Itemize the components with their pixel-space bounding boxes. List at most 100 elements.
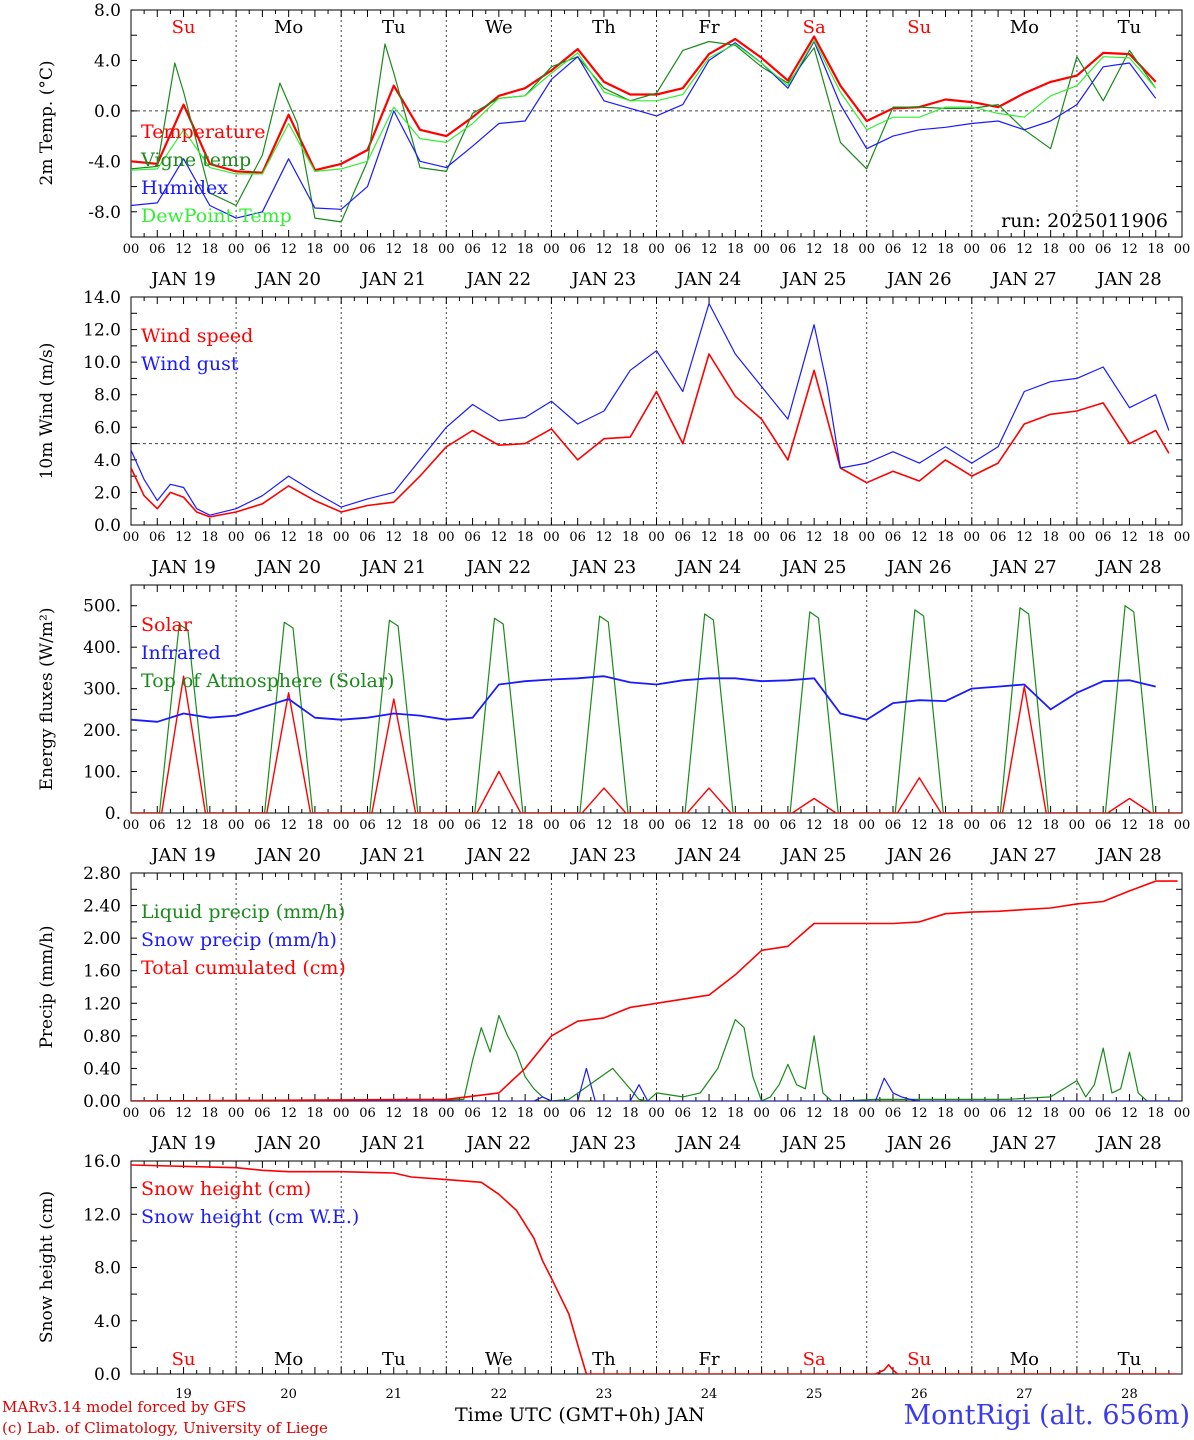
hour-tick-label: 00 [1069,530,1086,545]
day-of-week-label: Th [592,1349,616,1370]
date-label: 22 [491,1387,508,1402]
legend-entry: Wind speed [141,325,253,347]
date-label: JAN 28 [1095,1133,1162,1154]
legend-entry: Infrared [141,642,221,664]
hour-tick-label: 12 [280,1106,297,1121]
hour-tick-label: 18 [727,530,744,545]
hour-tick-label: 06 [359,530,376,545]
y-tick-label: 2.40 [83,897,121,917]
hour-tick-label: 06 [675,530,692,545]
series-line [131,35,1157,174]
hour-tick-label: 18 [1147,1106,1164,1121]
y-tick-label: 4.0 [94,1312,121,1332]
time-axis-title: Time UTC (GMT+0h) JAN [455,1404,705,1426]
hour-tick-label: 06 [1095,818,1112,833]
hour-tick-label: 00 [123,818,140,833]
hour-tick-label: 06 [254,242,271,257]
date-label: JAN 27 [990,845,1057,866]
hour-tick-label: 00 [964,1106,981,1121]
panel-3: 500. 400. 300. 200. 100. 0. Energy fluxes (W/m… [37,584,1190,866]
hour-tick-label: 00 [858,818,875,833]
hour-tick-label: 12 [491,530,508,545]
date-label: JAN 26 [885,1133,952,1154]
hour-tick-label: 00 [1069,242,1086,257]
date-label: 27 [1016,1387,1033,1402]
series-line [131,605,1182,813]
hour-tick-label: 06 [780,242,797,257]
y-tick-label: 8.0 [94,1,121,21]
date-label: JAN 24 [675,1133,742,1154]
hour-tick-label: 00 [333,1106,350,1121]
hour-tick-label: 18 [937,1106,954,1121]
hour-tick-label: 00 [753,1106,770,1121]
hour-tick-label: 12 [491,818,508,833]
hour-tick-label: 00 [1069,818,1086,833]
y-tick-label: 0.80 [83,1027,121,1047]
y-axis-label: 2m Temp. (°C) [37,60,57,185]
date-label: JAN 21 [359,1133,426,1154]
hour-tick-label: 06 [254,530,271,545]
hour-tick-label: 00 [648,818,665,833]
date-label: JAN 28 [1095,269,1162,290]
date-label: 20 [280,1387,297,1402]
hour-tick-label: 12 [280,242,297,257]
legend-entry: Solar [141,614,193,636]
hour-tick-label: 18 [1042,818,1059,833]
y-tick-label: 0.0 [94,1365,121,1385]
hour-tick-label: 18 [622,242,639,257]
y-tick-label: 16.0 [83,1152,121,1172]
hour-tick-label: 18 [307,530,324,545]
hour-tick-label: 18 [202,242,219,257]
date-label: JAN 23 [570,557,637,578]
legend-entry: Top of Atmosphere (Solar) [141,670,394,692]
day-of-week-label: Mo [1010,17,1039,38]
date-label: 19 [175,1387,192,1402]
hour-tick-label: 12 [596,1106,613,1121]
hour-tick-label: 00 [123,1106,140,1121]
model-credit: MARv3.14 model forced by GFS [2,1398,247,1416]
date-label: JAN 21 [359,269,426,290]
y-tick-label: 0.0 [94,102,121,122]
y-axis-label: Energy fluxes (W/m²) [37,608,57,791]
y-axis-label: 10m Wind (m/s) [37,343,57,480]
legend-entry: Snow precip (mm/h) [141,929,337,951]
hour-tick-label: 18 [1042,242,1059,257]
hour-tick-label: 06 [149,818,166,833]
hour-tick-label: 18 [937,818,954,833]
date-label: JAN 19 [149,845,216,866]
date-label: 26 [911,1387,928,1402]
plot-frame [130,296,1183,526]
hour-tick-label: 18 [1042,1106,1059,1121]
date-label: 24 [701,1387,718,1402]
y-tick-label: 1.60 [83,962,121,982]
series-line [131,40,1157,219]
date-label: JAN 21 [359,845,426,866]
date-label: JAN 23 [570,845,637,866]
hour-tick-label: 18 [202,818,219,833]
hour-tick-label: 18 [307,1106,324,1121]
hour-tick-label: 12 [385,1106,402,1121]
hour-tick-label: 06 [885,530,902,545]
hour-tick-label: 12 [1121,530,1138,545]
legend-entry: Temperature [141,121,265,143]
series-line [131,675,1182,813]
hour-tick-label: 12 [701,818,718,833]
y-tick-label: 200. [83,721,121,741]
hour-tick-label: 06 [675,1106,692,1121]
y-tick-label: 4.0 [94,51,121,71]
hour-tick-label: 12 [175,1106,192,1121]
date-label: 28 [1121,1387,1138,1402]
y-tick-label: 300. [83,680,121,700]
hour-tick-label: 00 [648,530,665,545]
date-label: JAN 20 [254,1133,321,1154]
date-label: 25 [806,1387,823,1402]
hour-tick-label: 12 [1121,242,1138,257]
series-line [131,353,1170,518]
day-of-week-label: Fr [699,17,720,38]
day-of-week-label: Mo [274,17,303,38]
date-label: JAN 24 [675,557,742,578]
hour-tick-label: 06 [1095,1106,1112,1121]
date-label: JAN 22 [465,845,532,866]
day-of-week-label: Tu [382,1349,406,1370]
